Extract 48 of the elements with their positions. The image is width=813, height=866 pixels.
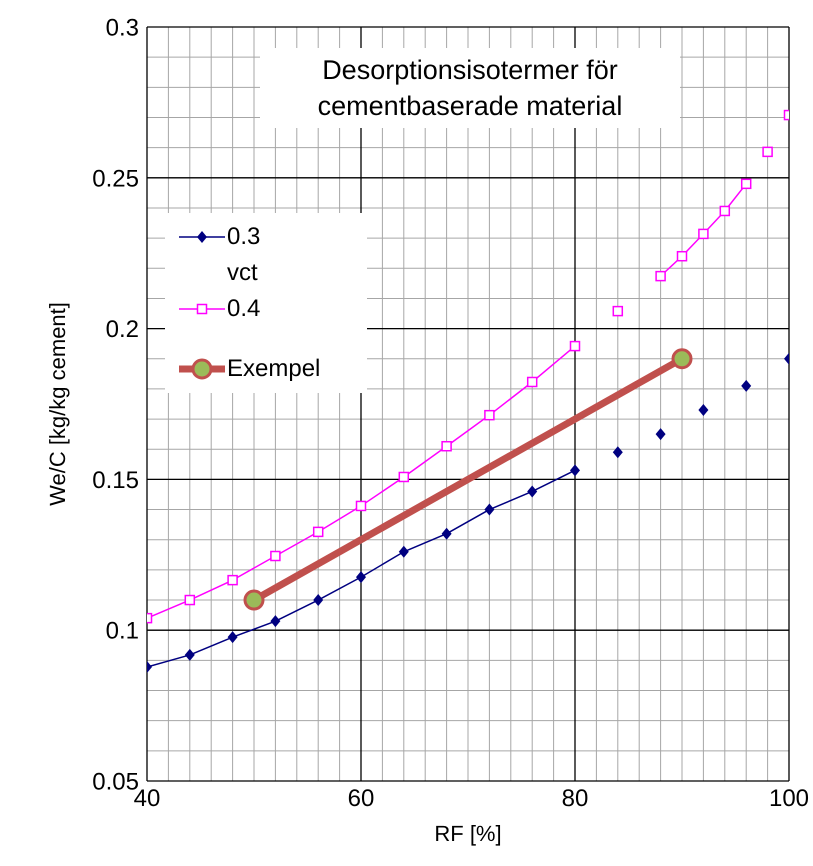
point [398, 546, 409, 558]
x-axis-title: RF [%] [434, 821, 502, 846]
point [698, 228, 709, 240]
text: Desorptionsisotermer för cementbaserade material [318, 55, 622, 121]
point [762, 146, 773, 158]
point [227, 574, 238, 586]
point [740, 178, 752, 190]
y-axis-title: We/C [kg/kg cement] [44, 302, 70, 506]
point [526, 376, 538, 388]
x-tick-label: 100 [768, 785, 810, 812]
legend-label: 0.3 [227, 223, 260, 251]
y-tick-label: 0.1 [106, 618, 139, 645]
y-tick-label: 0.2 [106, 316, 139, 344]
point [184, 648, 195, 661]
point [184, 594, 196, 606]
point [570, 464, 580, 476]
point [484, 410, 495, 420]
point [570, 340, 580, 352]
point [672, 348, 692, 370]
point [484, 504, 494, 516]
x-tick-label: 80 [562, 785, 588, 812]
y-tick-label: 0.25 [92, 165, 139, 192]
legend-label: 0.4 [227, 295, 260, 323]
x-tick-label: 60 [348, 785, 374, 812]
point [270, 615, 280, 628]
y-tick-label: 0.3 [106, 14, 139, 42]
point [698, 404, 708, 416]
point [228, 631, 238, 644]
point [612, 446, 623, 458]
point [244, 590, 264, 611]
point [656, 428, 666, 440]
point [442, 528, 452, 540]
point [441, 440, 452, 452]
y-tick-label: 0.15 [92, 466, 139, 494]
point [356, 571, 366, 584]
point [527, 485, 538, 498]
point [720, 206, 730, 216]
legend-label: Exempel [227, 355, 320, 383]
point [741, 380, 752, 392]
point [312, 526, 324, 538]
point [612, 306, 624, 316]
point [676, 250, 688, 262]
point [655, 270, 666, 282]
legend-title: vct [226, 258, 259, 288]
point [398, 472, 410, 482]
point [356, 500, 366, 512]
point [270, 550, 281, 562]
point [313, 594, 324, 606]
